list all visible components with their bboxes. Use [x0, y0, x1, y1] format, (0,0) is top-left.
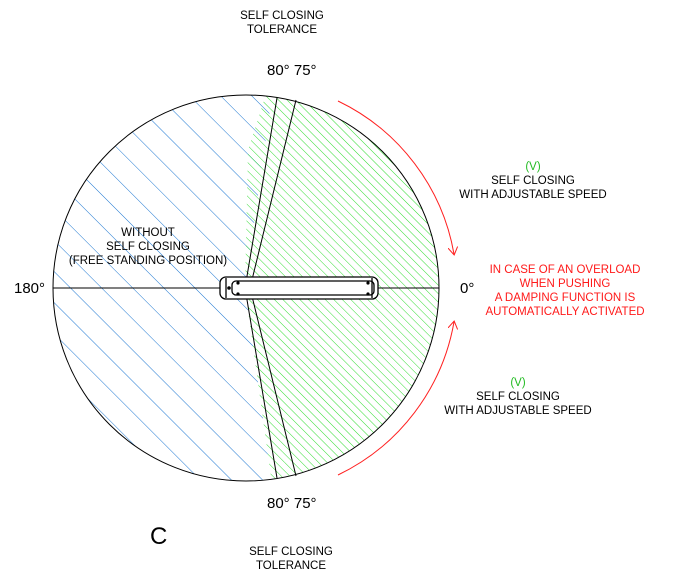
top-tolerance-label: SELF CLOSING TOLERANCE: [240, 10, 324, 36]
without-self-closing-label: WITHOUT SELF CLOSING (FREE STANDING POSI…: [68, 227, 228, 267]
closer-arm-symbol: [219, 276, 379, 300]
deg-0-label: 0°: [460, 280, 475, 297]
boundary-line-80-bottom: [244, 287, 278, 479]
upper-speed-label: (V) SELF CLOSING WITH ADJUSTABLE SPEED: [459, 161, 607, 201]
boundary-line-75-top: [249, 99, 297, 289]
boundary-line-75-bottom: [249, 287, 297, 477]
deg-180-label: 180°: [14, 280, 46, 297]
lower-closing-arc-arrow: [337, 322, 454, 476]
overload-warning-label: IN CASE OF AN OVERLOAD WHEN PUSHING A DA…: [485, 264, 645, 318]
lower-speed-label: (V) SELF CLOSING WITH ADJUSTABLE SPEED: [444, 377, 592, 417]
upper-closing-arc-arrow: [337, 100, 454, 254]
variant-letter-label: C: [150, 523, 168, 550]
boundary-line-80-top: [244, 97, 278, 289]
bottom-angle-label: 80° 75°: [267, 495, 317, 512]
top-angle-label: 80° 75°: [267, 62, 317, 79]
bottom-tolerance-label: SELF CLOSING TOLERANCE: [249, 546, 333, 572]
